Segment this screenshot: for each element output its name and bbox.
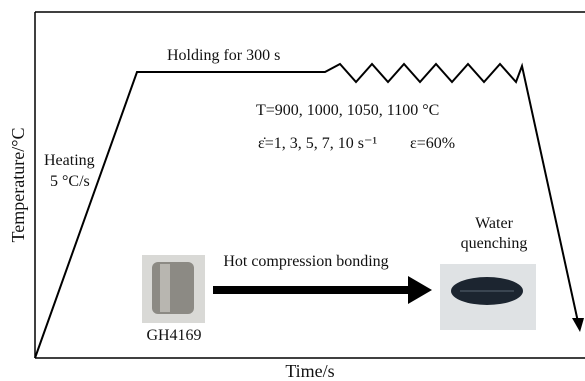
quench-label: Water	[475, 215, 513, 232]
y-axis-label: Temperature/°C	[8, 128, 28, 243]
curve-arrowhead	[572, 318, 584, 332]
x-axis-label: Time/s	[285, 361, 334, 381]
specimen-cylinder	[152, 262, 194, 314]
quench-label: quenching	[461, 235, 528, 252]
strain-rate-params: ε̇=1, 3, 5, 7, 10 s⁻¹	[258, 135, 377, 152]
process-label: Hot compression bonding	[223, 253, 388, 270]
heating-rate: 5 °C/s	[50, 173, 90, 190]
diagram: Holding for 300 s T=900, 1000, 1050, 110…	[0, 0, 585, 381]
specimen-highlight	[160, 264, 170, 312]
holding-label: Holding for 300 s	[167, 47, 280, 64]
heating-label: Heating	[44, 152, 95, 169]
process-arrowhead	[408, 276, 432, 304]
material-label: GH4169	[146, 327, 201, 344]
temperature-params: T=900, 1000, 1050, 1100 °C	[256, 102, 439, 119]
strain-param: ε=60%	[410, 135, 455, 152]
